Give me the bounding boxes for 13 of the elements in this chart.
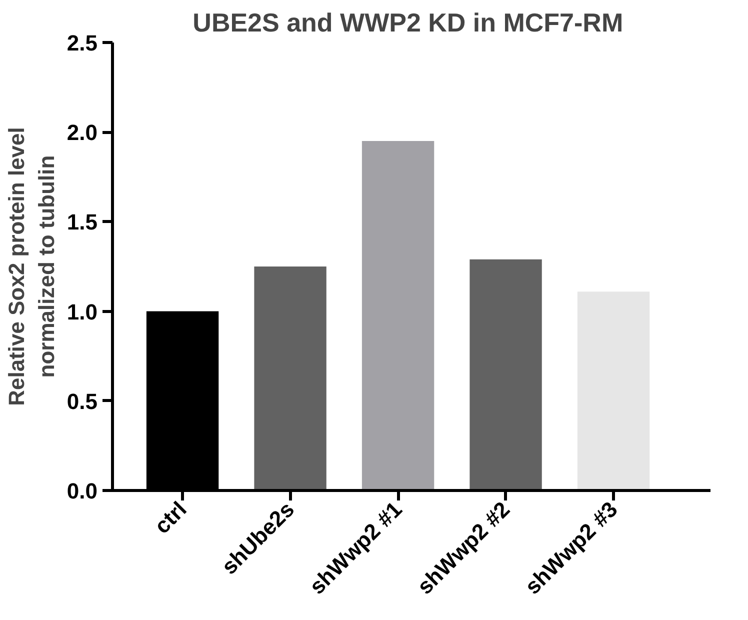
y-tick-label: 0.0 bbox=[66, 478, 98, 504]
chart-title: UBE2S and WWP2 KD in MCF7-RM bbox=[192, 8, 624, 38]
bar bbox=[362, 141, 434, 490]
bar bbox=[577, 292, 650, 490]
x-tick-label: ctrl bbox=[149, 496, 192, 539]
y-tick-label: 1.0 bbox=[66, 299, 98, 324]
y-tick-label: 2.0 bbox=[66, 120, 98, 146]
y-tick-label: 1.5 bbox=[66, 210, 98, 235]
bar bbox=[470, 259, 542, 490]
y-tick-label: 0.5 bbox=[66, 388, 98, 414]
y-tick-label: 2.5 bbox=[66, 30, 98, 56]
y-axis-title: Relative Sox2 protein level normalized to tubulin bbox=[4, 127, 59, 406]
bar bbox=[254, 266, 326, 490]
